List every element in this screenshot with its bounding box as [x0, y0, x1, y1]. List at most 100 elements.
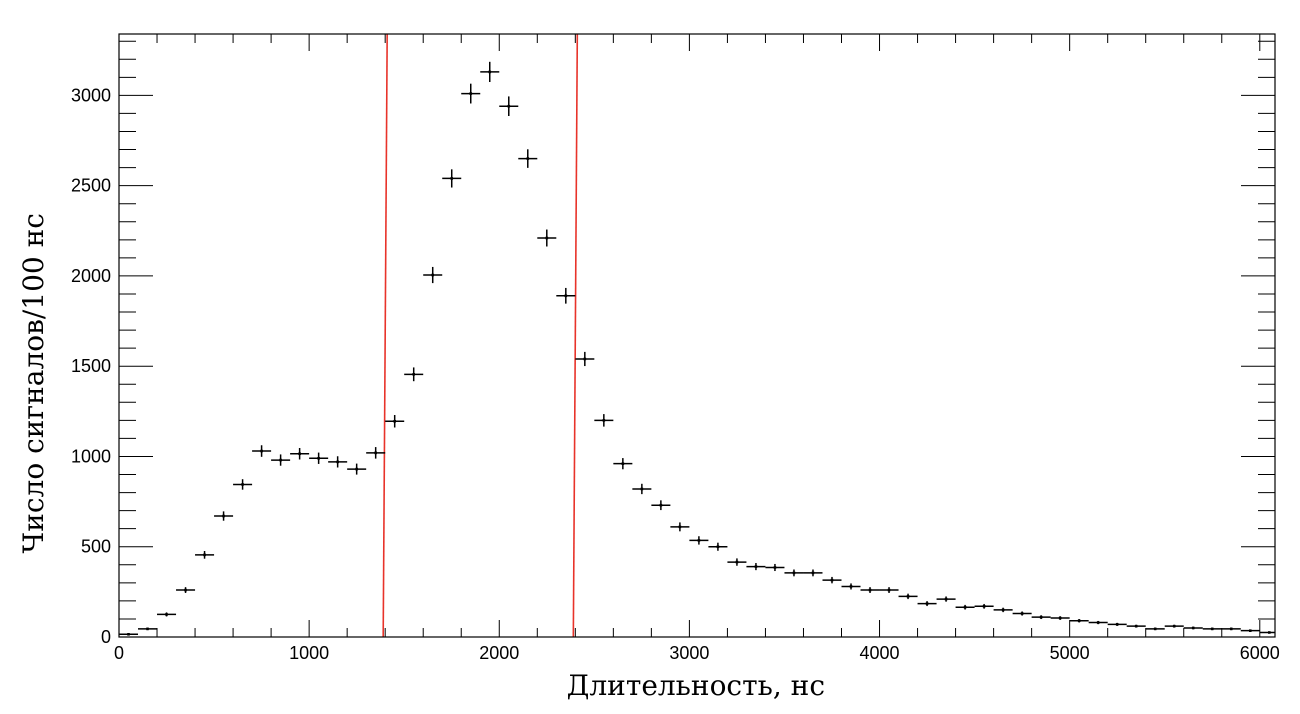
point-marker [906, 595, 910, 598]
point-marker [412, 373, 416, 376]
point-marker [1229, 627, 1233, 631]
data-point [632, 483, 652, 495]
data-point [1164, 624, 1184, 628]
point-marker [203, 553, 206, 557]
data-point [670, 522, 690, 532]
data-point [138, 627, 158, 631]
data-point [879, 587, 899, 593]
x-tick-label: 4000 [860, 643, 900, 663]
point-marker [792, 571, 796, 575]
data-point [993, 607, 1013, 613]
data-point [499, 96, 519, 117]
data-point [385, 415, 405, 428]
data-point [1202, 627, 1222, 631]
point-marker [1039, 615, 1043, 619]
point-marker [146, 627, 149, 631]
cut-line [572, 33, 579, 638]
axis-ticks [118, 34, 1275, 638]
point-marker [127, 632, 130, 636]
point-marker [716, 545, 720, 549]
data-point [1183, 626, 1203, 630]
point-marker [488, 70, 492, 74]
point-marker [1001, 608, 1005, 612]
x-tick-label: 0 [114, 643, 124, 663]
point-marker [697, 539, 701, 542]
y-tick-label: 1000 [71, 446, 111, 466]
data-point [214, 511, 234, 521]
data-point [1031, 615, 1051, 620]
point-marker [678, 525, 682, 529]
data-point [1069, 619, 1089, 623]
data-point [613, 458, 633, 470]
data-point [157, 612, 177, 617]
point-marker [1172, 624, 1176, 628]
data-point [841, 583, 861, 590]
y-tick-label: 500 [81, 537, 111, 557]
data-point [1012, 611, 1032, 616]
data-point [746, 563, 766, 571]
point-marker [222, 514, 225, 518]
data-point [461, 83, 481, 104]
data-point [651, 500, 671, 511]
point-marker [1248, 629, 1252, 632]
tick-labels: 0 1000 2000 3000 4000 5000 6000 0 500 1000 1500 200… [71, 85, 1280, 663]
point-marker [1058, 616, 1062, 620]
data-point [252, 445, 272, 457]
point-marker [241, 483, 244, 486]
data-point [195, 551, 215, 559]
point-marker [640, 487, 644, 491]
point-marker [621, 462, 625, 465]
data-point [442, 169, 462, 188]
y-tick-label: 2500 [71, 176, 111, 196]
point-marker [1153, 627, 1157, 631]
point-marker [260, 449, 263, 453]
point-marker [374, 451, 377, 455]
data-point [822, 576, 842, 584]
data-point [347, 463, 367, 475]
data-point [784, 569, 804, 577]
point-marker [944, 597, 948, 601]
data-point [271, 454, 291, 466]
x-tick-label: 3000 [669, 643, 709, 663]
data-point [765, 563, 785, 572]
point-marker [564, 294, 568, 298]
point-marker [469, 92, 473, 95]
data-point [1145, 627, 1165, 631]
data-points [119, 61, 1275, 636]
data-point [1050, 616, 1070, 620]
x-axis-label: Длительность, нс [567, 669, 825, 702]
point-marker [1210, 627, 1214, 631]
point-marker [1115, 623, 1119, 626]
y-axis-label: Число сигналов/100 нс [17, 213, 50, 553]
y-tick-label: 3000 [71, 85, 111, 105]
data-point [480, 61, 500, 83]
data-point [423, 266, 443, 284]
data-point [119, 632, 139, 636]
cut-lines [382, 33, 579, 638]
point-marker [450, 177, 454, 180]
point-marker [735, 560, 739, 564]
point-marker [298, 452, 301, 456]
data-point [803, 569, 823, 577]
point-marker [602, 419, 606, 422]
point-marker [526, 157, 530, 160]
point-marker [1134, 624, 1138, 628]
plot-frame [118, 33, 1276, 638]
x-tick-label: 2000 [479, 643, 519, 663]
point-marker [925, 602, 929, 605]
point-marker [754, 565, 758, 568]
point-marker [1267, 631, 1271, 634]
data-point [518, 149, 538, 168]
data-point [404, 367, 424, 382]
data-point [575, 351, 595, 367]
data-point [1088, 620, 1108, 625]
data-point [1259, 631, 1275, 634]
y-tick-label: 2000 [71, 266, 111, 286]
point-marker [545, 236, 549, 240]
point-marker [317, 456, 320, 460]
point-marker [868, 588, 872, 592]
point-marker [431, 273, 435, 277]
point-marker [165, 613, 168, 616]
y-tick-label: 0 [101, 627, 111, 647]
point-marker [1096, 621, 1100, 624]
